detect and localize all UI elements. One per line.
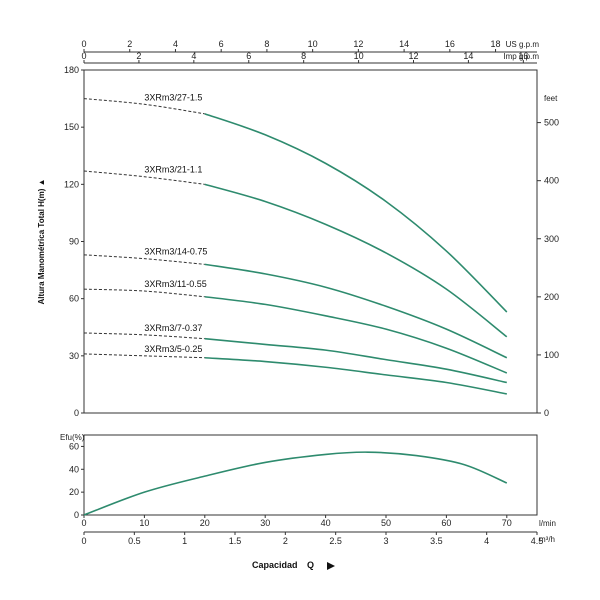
m3h-tick-label: 4 — [484, 536, 489, 546]
imp-gpm-tick-label: 0 — [81, 51, 86, 61]
m3h-unit-label: m³/h — [539, 535, 555, 544]
capacity-symbol: Q — [307, 560, 314, 570]
feet-tick-label: 200 — [544, 292, 559, 302]
us-gpm-tick-label: 12 — [353, 39, 363, 49]
series-label: 3XRm3/14-0.75 — [144, 247, 207, 257]
lmin-tick-label: 40 — [321, 518, 331, 528]
feet-tick-label: 0 — [544, 408, 549, 418]
imp-gpm-tick-label: 2 — [136, 51, 141, 61]
head-curve-dashed — [83, 288, 205, 298]
head-curve-group: 3XRm3/11-0.55 — [83, 279, 508, 374]
imp-gpm-unit-label: Imp g.p.m — [503, 52, 539, 61]
series-label: 3XRm3/21-1.1 — [144, 165, 202, 175]
eff-y-tick-label: 0 — [74, 510, 79, 520]
m3h-tick-label: 3.5 — [430, 536, 443, 546]
lmin-unit-label: l/min — [539, 519, 556, 528]
head-curve — [204, 183, 508, 338]
m3h-tick-label: 1 — [182, 536, 187, 546]
head-curve-group: 3XRm3/7-0.37 — [83, 323, 507, 384]
us-gpm-tick-label: 2 — [127, 39, 132, 49]
series-label: 3XRm3/7-0.37 — [144, 323, 202, 333]
imp-gpm-tick-label: 6 — [246, 51, 251, 61]
capacity-axis-title: Capacidad Q — [252, 560, 335, 570]
head-curve — [204, 113, 508, 313]
y-tick-label: 150 — [64, 122, 79, 132]
series-label: 3XRm3/5-0.25 — [144, 344, 202, 354]
m3h-tick-label: 2.5 — [329, 536, 342, 546]
eff-y-tick-label: 20 — [69, 487, 79, 497]
m3h-tick-label: 0 — [81, 536, 86, 546]
lmin-tick-label: 20 — [200, 518, 210, 528]
y-tick-label: 120 — [64, 179, 79, 189]
imp-gpm-tick-label: 12 — [408, 51, 418, 61]
y-tick-label: 60 — [69, 294, 79, 304]
y-tick-label: 30 — [69, 351, 79, 361]
us-gpm-tick-label: 18 — [491, 39, 501, 49]
feet-tick-label: 500 — [544, 118, 559, 128]
feet-tick-label: 100 — [544, 350, 559, 360]
head-curve — [204, 295, 508, 374]
lmin-tick-label: 10 — [139, 518, 149, 528]
us-gpm-tick-label: 14 — [399, 39, 409, 49]
imp-gpm-tick-label: 10 — [354, 51, 364, 61]
us-gpm-tick-label: 10 — [308, 39, 318, 49]
lmin-tick-label: 60 — [441, 518, 451, 528]
head-plot-frame — [83, 69, 538, 414]
us-gpm-tick-label: 0 — [81, 39, 86, 49]
feet-tick-label: 300 — [544, 234, 559, 244]
us-gpm-tick-label: 6 — [219, 39, 224, 49]
head-curve-group: 3XRm3/5-0.25 — [83, 344, 507, 395]
head-axis-title: Altura Manométrica Total H(m) ▲ — [37, 178, 46, 304]
efficiency-curve — [83, 451, 508, 516]
head-curve-group: 3XRm3/14-0.75 — [83, 247, 508, 359]
lmin-tick-label: 0 — [81, 518, 86, 528]
m3h-tick-label: 0.5 — [128, 536, 141, 546]
series-label: 3XRm3/27-1.5 — [144, 92, 202, 102]
y-tick-label: 90 — [69, 237, 79, 247]
head-curve-group: 3XRm3/27-1.5 — [83, 92, 508, 313]
y-tick-label: 180 — [64, 65, 79, 75]
us-gpm-tick-label: 8 — [264, 39, 269, 49]
head-curve — [204, 356, 507, 395]
y-tick-label: 0 — [74, 408, 79, 418]
us-gpm-unit-label: US g.p.m — [506, 40, 540, 49]
eff-y-tick-label: 40 — [69, 464, 79, 474]
lmin-tick-label: 50 — [381, 518, 391, 528]
feet-unit-label: feet — [544, 94, 558, 103]
head-curve-dashed — [83, 332, 205, 340]
lmin-tick-label: 30 — [260, 518, 270, 528]
series-label: 3XRm3/11-0.55 — [144, 279, 206, 289]
imp-gpm-tick-label: 4 — [191, 51, 196, 61]
m3h-tick-label: 1.5 — [229, 536, 242, 546]
capacity-arrow-icon — [327, 562, 335, 570]
us-gpm-tick-label: 16 — [445, 39, 455, 49]
capacity-label: Capacidad — [252, 560, 298, 570]
efficiency-plot-frame — [83, 434, 538, 516]
m3h-tick-label: 4.5 — [531, 536, 544, 546]
head-curve — [204, 263, 508, 359]
imp-gpm-tick-label: 14 — [463, 51, 473, 61]
lmin-tick-label: 70 — [502, 518, 512, 528]
imp-gpm-tick-label: 16 — [518, 51, 528, 61]
feet-tick-label: 400 — [544, 176, 559, 186]
m3h-tick-label: 2 — [283, 536, 288, 546]
head-curve-group: 3XRm3/21-1.1 — [83, 165, 508, 338]
eff-y-tick-label: 60 — [69, 441, 79, 451]
eff-axis-title: Efu(%) — [60, 433, 85, 442]
head-curve — [204, 337, 507, 384]
imp-gpm-tick-label: 8 — [301, 51, 306, 61]
m3h-tick-label: 3 — [383, 536, 388, 546]
us-gpm-tick-label: 4 — [173, 39, 178, 49]
